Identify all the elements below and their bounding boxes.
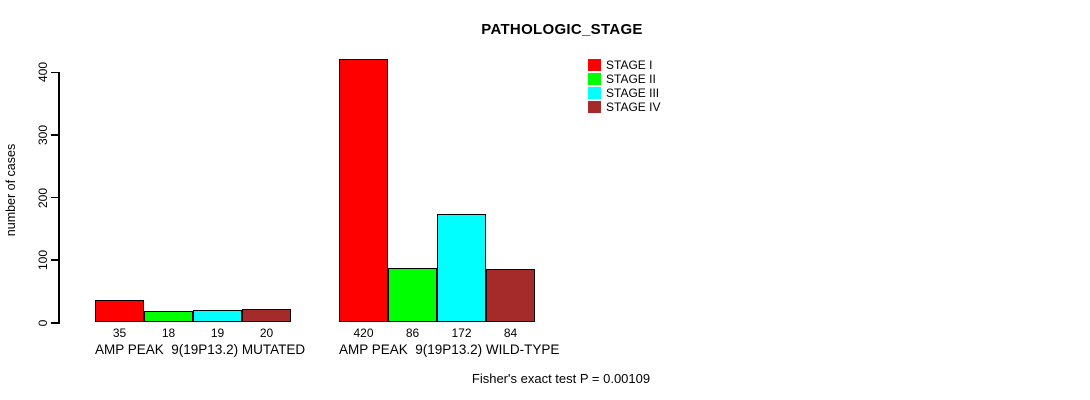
bar-stage-ii <box>388 268 437 322</box>
bar-value-label: 172 <box>451 326 472 340</box>
group-label: AMP PEAK 9(19P13.2) WILD-TYPE <box>339 342 560 357</box>
legend-swatch-icon <box>588 101 601 113</box>
bar-value-label: 20 <box>259 326 274 340</box>
y-axis-tick-label: 100 <box>36 250 50 271</box>
legend-item: STAGE I <box>588 58 660 72</box>
legend-item: STAGE IV <box>588 100 660 114</box>
bar-value-label: 19 <box>210 326 225 340</box>
bar-value-label: 420 <box>353 326 374 340</box>
group-label: AMP PEAK 9(19P13.2) MUTATED <box>95 342 306 357</box>
y-axis-tick <box>51 134 58 136</box>
legend-label: STAGE I <box>606 58 653 72</box>
bar-stage-iv <box>486 269 535 322</box>
legend-label: STAGE III <box>606 86 660 100</box>
bar-value-label: 86 <box>405 326 420 340</box>
bar-value-label: 35 <box>112 326 127 340</box>
legend: STAGE I STAGE II STAGE III STAGE IV <box>588 58 660 114</box>
legend-item: STAGE II <box>588 72 660 86</box>
bar-stage-ii <box>144 311 193 322</box>
y-axis-title: number of cases <box>4 143 18 237</box>
bar-stage-i <box>339 59 388 322</box>
y-axis-tick <box>51 322 58 324</box>
y-axis-tick <box>51 196 58 199</box>
fisher-test-annotation: Fisher's exact test P = 0.00109 <box>471 371 651 386</box>
y-axis-line <box>58 71 60 324</box>
bar-stage-iii <box>193 310 242 322</box>
bar-stage-iv <box>242 309 291 322</box>
y-axis-tick-label: 200 <box>36 187 50 208</box>
bar-value-label: 84 <box>503 326 518 340</box>
legend-label: STAGE II <box>606 72 656 86</box>
chart-title: PATHOLOGIC_STAGE <box>481 21 643 38</box>
legend-swatch-icon <box>588 73 601 85</box>
legend-swatch-icon <box>588 59 601 71</box>
y-axis-tick-label: 300 <box>36 124 50 145</box>
y-axis-tick-label: 400 <box>36 62 50 83</box>
y-axis-tick-label: 0 <box>36 319 50 327</box>
y-axis-tick <box>51 259 58 261</box>
bar-value-label: 18 <box>161 326 176 340</box>
legend-item: STAGE III <box>588 86 660 100</box>
y-axis-tick <box>51 71 58 73</box>
legend-swatch-icon <box>588 87 601 99</box>
bar-stage-i <box>95 300 144 322</box>
legend-label: STAGE IV <box>606 100 661 114</box>
bar-stage-iii <box>437 214 486 322</box>
